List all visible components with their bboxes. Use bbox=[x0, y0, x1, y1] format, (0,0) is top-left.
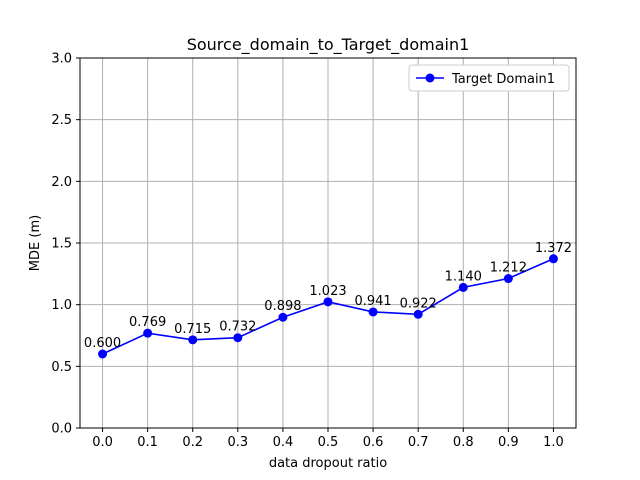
data-label: 1.140 bbox=[445, 269, 482, 284]
data-point bbox=[188, 335, 198, 345]
data-point bbox=[368, 307, 378, 317]
x-tick-label: 0.2 bbox=[182, 435, 203, 450]
data-point bbox=[98, 349, 108, 359]
data-label: 0.600 bbox=[84, 336, 121, 351]
data-label: 0.769 bbox=[129, 315, 166, 330]
data-point bbox=[458, 282, 468, 292]
chart-title: Source_domain_to_Target_domain1 bbox=[187, 35, 470, 55]
data-label: 0.715 bbox=[174, 322, 211, 337]
plot-frame bbox=[79, 57, 577, 429]
y-tick-label: 0.5 bbox=[51, 360, 72, 375]
x-tick-label: 0.0 bbox=[92, 435, 113, 450]
x-tick-label: 0.7 bbox=[408, 435, 429, 450]
series-group bbox=[98, 254, 558, 359]
y-tick-label: 2.5 bbox=[51, 113, 72, 128]
data-label: 0.898 bbox=[264, 299, 301, 314]
legend-box bbox=[408, 64, 570, 92]
data-label: 0.941 bbox=[354, 294, 391, 309]
x-tick-label: 0.9 bbox=[498, 435, 519, 450]
data-point bbox=[233, 333, 243, 343]
y-tick-label: 0.0 bbox=[51, 422, 72, 437]
data-point bbox=[503, 274, 513, 284]
legend-marker-swatch bbox=[425, 73, 435, 83]
data-point bbox=[278, 312, 288, 322]
data-point bbox=[548, 254, 558, 264]
x-tick-label: 0.8 bbox=[453, 435, 474, 450]
x-tick-label: 0.6 bbox=[363, 435, 384, 450]
x-tick-label: 0.1 bbox=[137, 435, 158, 450]
data-point bbox=[323, 297, 333, 307]
x-tick-label: 0.4 bbox=[273, 435, 294, 450]
y-tick-label: 3.0 bbox=[51, 52, 72, 67]
y-tick-label: 2.0 bbox=[51, 175, 72, 190]
data-label: 1.023 bbox=[309, 284, 346, 299]
x-axis-label: data dropout ratio bbox=[269, 456, 387, 471]
data-point bbox=[413, 309, 423, 319]
data-label: 1.212 bbox=[490, 261, 527, 276]
y-tick-label: 1.0 bbox=[51, 298, 72, 313]
x-tick-label: 0.3 bbox=[227, 435, 248, 450]
legend: Target Domain1 bbox=[408, 64, 570, 92]
y-axis-label: MDE (m) bbox=[28, 215, 43, 271]
x-tick-label: 0.5 bbox=[318, 435, 339, 450]
data-label: 1.372 bbox=[535, 241, 572, 256]
x-tick-label: 1.0 bbox=[543, 435, 564, 450]
legend-entry-target-domain1: Target Domain1 bbox=[451, 72, 555, 87]
data-label: 0.922 bbox=[400, 296, 437, 311]
axis-ticks: 0.0 0.1 0.2 0.3 0.4 0.5 0.6 0.7 0.8 0.9 1.0 0.0 0.5 1… bbox=[51, 52, 563, 451]
data-label: 0.732 bbox=[219, 320, 256, 335]
data-labels: 0.600 0.769 0.715 0.732 0.898 1.023 0.941 0.922… bbox=[84, 241, 572, 351]
y-tick-label: 1.5 bbox=[51, 237, 72, 252]
data-point bbox=[143, 328, 153, 338]
